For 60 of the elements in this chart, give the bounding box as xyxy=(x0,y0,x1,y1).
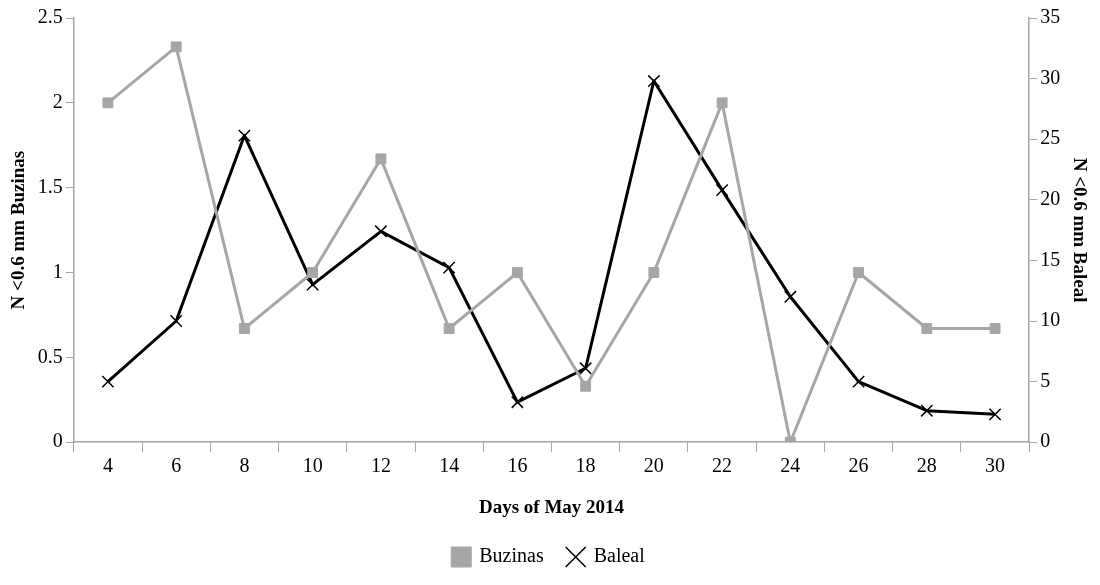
point xyxy=(101,375,115,389)
point xyxy=(102,97,114,109)
x-tick-label: 18 xyxy=(575,454,596,477)
point xyxy=(580,380,592,392)
y-axis-title: N <0.6 mm Buzinas xyxy=(7,150,29,310)
point xyxy=(853,267,865,278)
x-tick-label: 6 xyxy=(171,454,182,477)
x-tick-label: 30 xyxy=(985,454,1006,477)
y-tick-label: 2 xyxy=(52,90,63,113)
point xyxy=(443,323,455,334)
y-tick-label: 1 xyxy=(52,259,63,282)
point xyxy=(988,407,1002,421)
y2-tick-label: 5 xyxy=(1040,368,1051,391)
x-tick-label: 22 xyxy=(712,454,733,477)
y2-tick-label: 35 xyxy=(1040,5,1061,28)
y-tick-label: 0.5 xyxy=(37,344,63,367)
point xyxy=(921,323,933,334)
point xyxy=(920,404,934,418)
y2-tick-label: 30 xyxy=(1040,65,1061,88)
x-tick-label: 8 xyxy=(239,454,250,477)
legend-label: Buzinas xyxy=(479,544,544,567)
point xyxy=(170,41,182,53)
point xyxy=(510,395,524,409)
x-tick-label: 20 xyxy=(643,454,664,477)
point xyxy=(579,361,593,375)
x-tick-label: 28 xyxy=(916,454,937,477)
point xyxy=(511,267,523,278)
x-tick-label: 16 xyxy=(507,454,528,477)
y-tick-label: 2.5 xyxy=(37,5,63,28)
y2-tick-label: 20 xyxy=(1040,187,1061,210)
legend-label: Baleal xyxy=(593,544,646,567)
point xyxy=(716,97,728,109)
x-axis-title: Days of May 2014 xyxy=(478,495,625,517)
point xyxy=(375,153,387,165)
point xyxy=(306,278,320,292)
point xyxy=(852,375,865,389)
point xyxy=(783,290,797,304)
point xyxy=(715,183,729,197)
point xyxy=(307,267,319,278)
y2-axis-title: N <0.6 mm Baleal xyxy=(1069,157,1091,303)
y-tick-label: 1.5 xyxy=(37,174,63,197)
y-tick-label: 0 xyxy=(52,429,63,452)
y2-tick-label: 10 xyxy=(1040,308,1061,331)
point xyxy=(169,314,183,328)
point xyxy=(238,323,250,334)
point xyxy=(648,267,660,278)
y2-tick-label: 15 xyxy=(1040,247,1061,270)
x-tick-label: 12 xyxy=(370,454,391,477)
x-tick-label: 14 xyxy=(439,454,460,477)
y2-tick-label: 0 xyxy=(1040,429,1051,452)
point xyxy=(238,129,251,142)
point xyxy=(442,261,456,275)
point xyxy=(647,74,661,88)
point xyxy=(374,224,388,238)
x-tick-label: 4 xyxy=(102,454,113,477)
x-tick-label: 26 xyxy=(848,454,869,477)
y2-tick-label: 25 xyxy=(1040,126,1061,149)
x-tick-label: 10 xyxy=(302,454,323,477)
point xyxy=(989,323,1001,334)
x-tick-label: 24 xyxy=(780,454,801,477)
